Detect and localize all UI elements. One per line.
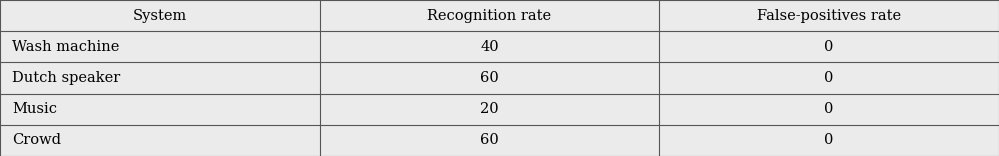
Text: Recognition rate: Recognition rate (428, 9, 551, 23)
Text: Wash machine: Wash machine (12, 40, 119, 54)
Text: 0: 0 (824, 40, 834, 54)
Text: 0: 0 (824, 102, 834, 116)
Text: 20: 20 (481, 102, 499, 116)
Text: System: System (133, 9, 187, 23)
Text: 0: 0 (824, 71, 834, 85)
Text: False-positives rate: False-positives rate (757, 9, 901, 23)
Text: 40: 40 (481, 40, 499, 54)
Text: Dutch speaker: Dutch speaker (12, 71, 120, 85)
Text: Crowd: Crowd (12, 133, 61, 147)
Text: 60: 60 (481, 71, 499, 85)
Text: Music: Music (12, 102, 57, 116)
Text: 0: 0 (824, 133, 834, 147)
Text: 60: 60 (481, 133, 499, 147)
